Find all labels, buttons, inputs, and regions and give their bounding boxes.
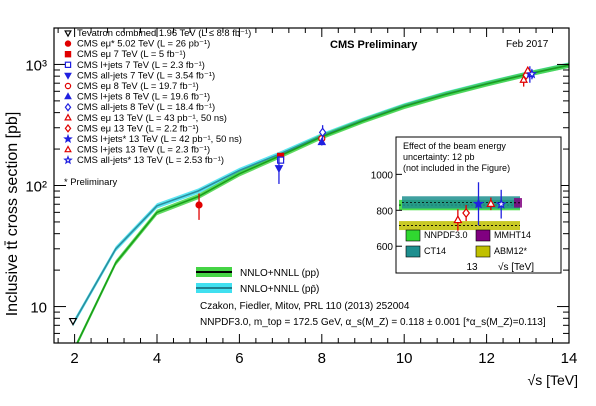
legend-marker-6	[64, 92, 72, 100]
legend-marker-11	[64, 145, 72, 153]
legend-marker-7	[64, 102, 72, 112]
measurement-legend: Tevatron combined 1.96 TeV (L ≤ 8.8 fb⁻¹…	[63, 27, 251, 165]
legend-label-12: CMS all-jets* 13 TeV (L = 2.53 fb⁻¹)	[77, 154, 224, 165]
pdf-note-text: NNPDF3.0, m_top = 172.5 GeV, α_s(M_Z) = …	[200, 317, 546, 328]
legend-label-8: CMS eμ 13 TeV (L = 43 pb⁻¹, 50 ns)	[77, 112, 227, 123]
inset-title-line-3: (not included in the Figure)	[403, 163, 510, 173]
preliminary-note: * Preliminary	[64, 176, 117, 187]
measurement-point-8	[519, 75, 528, 83]
x-tick-label: 8	[318, 350, 326, 367]
inset-legend-swatch-0	[405, 229, 421, 242]
measurement-point-1	[195, 201, 203, 209]
y-tick-label: 10³	[25, 57, 47, 74]
x-axis-ticks: 2 4 6 8 10 12 14	[57, 28, 578, 367]
inset-legend-label-2: MMHT14	[494, 230, 531, 240]
x-tick-label: 6	[235, 350, 243, 367]
legend-label-9: CMS eμ 13 TeV (L = 2.2 fb⁻¹)	[77, 122, 199, 133]
inset-legend-label-0: NNPDF3.0	[424, 230, 468, 240]
inset-title-line-1: Effect of the beam energy	[403, 141, 506, 151]
legend-marker-3	[64, 61, 72, 69]
measurement-point-12	[526, 68, 538, 79]
y-tick-label: 10	[30, 300, 47, 317]
inset-plot: 600 800 1000 NNPDF3.0 CT14 MMHT14 ABM12*	[371, 170, 531, 258]
inset-y-tick-label: 1000	[371, 170, 394, 181]
inset-x-tick: 13	[466, 262, 478, 273]
legend-label-6: CMS l+jets 8 TeV (L = 19.6 fb⁻¹)	[77, 91, 210, 102]
chart-date: Feb 2017	[506, 39, 549, 50]
y-tick-label: 10²	[25, 179, 47, 196]
legend-label-2: CMS eμ 7 TeV (L = 5 fb⁻¹)	[77, 48, 186, 59]
legend-marker-4	[64, 72, 72, 80]
inset-title-line-2: uncertainty: 12 pb	[403, 152, 475, 162]
chart-title: CMS Preliminary	[330, 39, 418, 51]
x-tick-label: 14	[561, 350, 578, 367]
measurement-point-0	[68, 317, 78, 326]
legend-marker-9	[64, 124, 72, 133]
legend-label-0: Tevatron combined 1.96 TeV (L ≤ 8.8 fb⁻¹…	[77, 27, 251, 38]
beam-energy-inset: Effect of the beam energy uncertainty: 1…	[371, 136, 562, 274]
inset-y-tick-label: 600	[376, 242, 393, 253]
x-tick-label: 4	[153, 350, 161, 367]
legend-label-10: CMS l+jets* 13 TeV (L = 42 pb⁻¹, 50 ns)	[77, 133, 242, 144]
legend-label-ppbar: NNLO+NNLL (pp̄)	[240, 284, 319, 295]
measurement-point-7	[318, 127, 327, 138]
x-tick-label: 2	[70, 350, 78, 367]
legend-marker-5	[64, 82, 72, 90]
theory-legend: NNLO+NNLL (pp) NNLO+NNLL (pp̄)	[196, 267, 319, 295]
measurement-point-4	[274, 165, 284, 174]
legend-label-4: CMS all-jets 7 TeV (L = 3.54 fb⁻¹)	[77, 69, 215, 80]
legend-marker-12	[63, 155, 73, 165]
inset-y-tick-label: 800	[376, 206, 393, 217]
legend-marker-0	[64, 30, 72, 38]
legend-label-7: CMS all-jets 8 TeV (L = 18.4 fb⁻¹)	[77, 101, 215, 112]
measurement-point-6	[317, 137, 327, 146]
reference-text: Czakon, Fiedler, Mitov, PRL 110 (2013) 2…	[200, 301, 410, 312]
legend-label-pp: NNLO+NNLL (pp)	[240, 268, 319, 279]
x-axis-label: √s [TeV]	[528, 372, 578, 388]
y-axis-label: Inclusive tt̄ cross section [pb]	[4, 112, 21, 317]
inset-point-0	[453, 214, 463, 224]
legend-marker-1	[64, 40, 72, 47]
legend-label-1: CMS eμ* 5.02 TeV (L = 26 pb⁻¹)	[77, 38, 210, 49]
inset-legend-swatch-3	[475, 245, 491, 258]
x-tick-label: 12	[478, 350, 495, 367]
inset-point-4	[495, 198, 507, 209]
legend-marker-2	[64, 50, 72, 58]
inset-point-1	[462, 207, 471, 219]
x-tick-label: 10	[396, 350, 413, 367]
legend-marker-8	[64, 113, 72, 121]
measurement-point-3	[277, 156, 285, 164]
inset-legend-swatch-2	[475, 229, 491, 242]
legend-label-3: CMS l+jets 7 TeV (L = 2.3 fb⁻¹)	[77, 59, 205, 70]
inset-x-label: √s [TeV]	[498, 261, 534, 273]
measurement-points	[68, 65, 538, 326]
y-axis-ticks: 10 10² 10³	[25, 27, 569, 344]
inset-point-3	[486, 198, 496, 207]
legend-marker-10	[63, 133, 73, 144]
legend-label-11: CMS l+jets 13 TeV (L = 2.3 fb⁻¹)	[77, 144, 210, 155]
legend-label-5: CMS eμ 8 TeV (L = 19.7 fb⁻¹)	[77, 80, 199, 91]
inset-legend-label-1: CT14	[424, 246, 446, 256]
inset-point-2	[472, 197, 485, 209]
inset-legend-label-3: ABM12*	[494, 246, 528, 256]
inset-legend-swatch-1	[405, 245, 421, 258]
